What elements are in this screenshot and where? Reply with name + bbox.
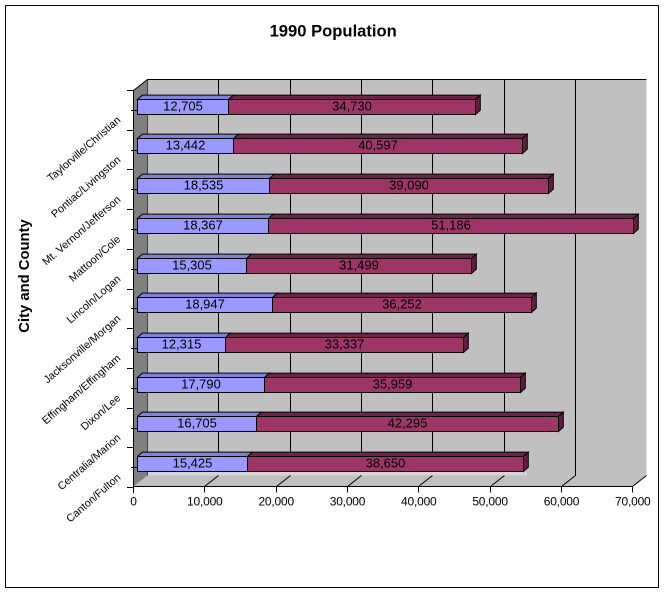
svg-text:20,000: 20,000	[258, 495, 294, 509]
svg-text:City and County: City and County	[17, 219, 33, 333]
svg-text:35,959: 35,959	[373, 376, 413, 391]
svg-text:33,337: 33,337	[325, 336, 365, 351]
svg-text:51,186: 51,186	[431, 217, 471, 232]
svg-text:16,705: 16,705	[177, 415, 217, 430]
svg-text:30,000: 30,000	[330, 495, 366, 509]
svg-text:13,442: 13,442	[166, 137, 206, 152]
svg-text:39,090: 39,090	[389, 177, 429, 192]
svg-text:0: 0	[130, 495, 137, 509]
svg-text:18,535: 18,535	[184, 177, 224, 192]
svg-text:40,597: 40,597	[358, 137, 398, 152]
svg-text:40,000: 40,000	[401, 495, 437, 509]
svg-text:42,295: 42,295	[388, 415, 428, 430]
svg-text:15,425: 15,425	[173, 455, 213, 470]
svg-text:17,790: 17,790	[181, 376, 221, 391]
svg-text:12,705: 12,705	[163, 98, 203, 113]
svg-text:50,000: 50,000	[472, 495, 508, 509]
svg-text:34,730: 34,730	[332, 98, 372, 113]
svg-text:31,499: 31,499	[339, 257, 379, 272]
svg-text:70,000: 70,000	[615, 495, 651, 509]
svg-text:38,650: 38,650	[366, 455, 406, 470]
svg-text:15,305: 15,305	[172, 257, 212, 272]
svg-text:60,000: 60,000	[544, 495, 580, 509]
svg-text:10,000: 10,000	[187, 495, 223, 509]
svg-text:36,252: 36,252	[382, 296, 422, 311]
svg-text:1990 Population: 1990 Population	[270, 22, 397, 41]
svg-text:12,315: 12,315	[162, 336, 202, 351]
svg-text:18,947: 18,947	[185, 296, 225, 311]
svg-text:18,367: 18,367	[183, 217, 223, 232]
